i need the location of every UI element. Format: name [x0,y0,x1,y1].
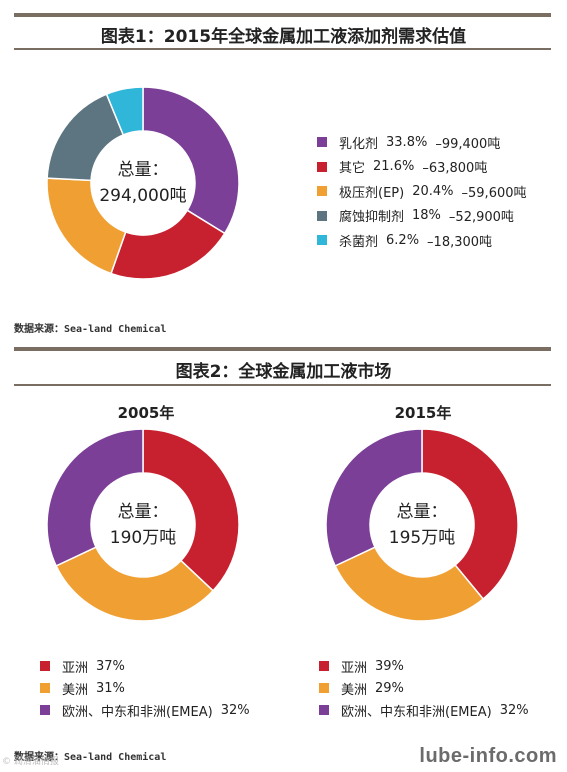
legend-entry: 亚洲 37% [40,655,258,677]
center-text-0: 总量： [397,502,448,522]
legend-swatch [317,210,327,221]
figure1-title: 图表1：2015年全球金属加工液添加剂需求估值 [100,27,467,47]
legend-label: 其它 [339,161,366,177]
legend-amount: –18,300吨 [427,234,493,250]
legend-swatch [40,661,50,671]
legend-swatch [40,705,50,715]
legend-entry: 其它 21.6% –63,800吨 [317,155,527,180]
legend-percent: 6.2% [386,232,420,248]
legend-entry: 杀菌剂 6.2% –18,300吨 [317,228,527,253]
legend-percent: 32% [499,702,529,718]
legend-2015: 亚洲 39% 美洲 29% 欧洲、中东和非洲(EMEA) 32% [319,655,537,721]
center-text-0: 总量： [118,502,169,522]
figure1-donut-chart: 总量： 294,000吨 [46,86,240,280]
legend-entry: 欧洲、中东和非洲(EMEA) 32% [319,699,537,721]
legend-percent: 18% [412,208,441,224]
legend-amount: –52,900吨 [448,210,514,226]
legend-swatch [317,161,327,172]
figure1-source: 数据来源：Sea-land Chemical [14,324,167,335]
legend-amount: –59,600吨 [461,185,527,201]
legend-label: 杀菌剂 [339,234,379,250]
legend-entry: 美洲 29% [319,677,537,699]
slice-0 [142,86,240,235]
center-text-1: 190万吨 [110,528,176,548]
legend-label: 欧洲、中东和非洲(EMEA) [341,704,492,720]
legend-percent: 29% [375,680,404,696]
legend-entry: 乳化剂 33.8% –99,400吨 [317,130,527,155]
legend-amount: –99,400吨 [435,136,501,152]
legend-swatch [319,661,329,671]
legend-percent: 33.8% [386,134,428,150]
year-2015-label: 2015年 [394,404,452,422]
slice-1 [55,546,215,622]
legend-percent: 31% [96,680,125,696]
center-text-0: 总量： [118,160,169,180]
center-text-1: 294,000吨 [99,186,186,206]
legend-swatch [317,186,327,197]
legend-swatch [40,683,50,693]
figure2-title-rule [14,384,551,386]
legend-amount: –63,800吨 [422,161,488,177]
legend-percent: 37% [96,658,125,674]
legend-label: 乳化剂 [339,136,379,152]
slice-0 [421,428,519,601]
slice-4 [105,86,144,136]
slice-1 [334,546,485,622]
legend-percent: 39% [375,658,404,674]
figure1-title-rule [14,48,551,50]
legend-label: 美洲 [341,682,368,698]
figure1-legend: 乳化剂 33.8% –99,400吨其它 21.6% –63,800吨极压剂(EP) 20… [317,130,527,253]
legend-entry: 美洲 31% [40,677,258,699]
legend-label: 腐蚀抑制剂 [339,210,405,226]
figure2-source: 数据来源：Sea-land Chemical [14,752,167,763]
figure2-title: 图表2：全球金属加工液市场 [175,362,392,382]
legend-label: 欧洲、中东和非洲(EMEA) [62,704,213,720]
legend-2005: 亚洲 37% 美洲 31% 欧洲、中东和非洲(EMEA) 32% [40,655,258,721]
legend-entry: 欧洲、中东和非洲(EMEA) 32% [40,699,258,721]
legend-label: 亚洲 [62,660,89,676]
legend-label: 极压剂(EP) [339,185,405,201]
legend-swatch [317,235,327,246]
slice-2 [325,428,423,567]
figure2-top-rule [14,347,551,351]
slice-2 [46,428,144,567]
legend-swatch [319,683,329,693]
legend-entry: 极压剂(EP) 20.4% –59,600吨 [317,179,527,204]
legend-label: 亚洲 [341,660,368,676]
slice-0 [142,428,240,592]
legend-swatch [317,137,327,148]
legend-entry: 腐蚀抑制剂 18% –52,900吨 [317,204,527,229]
legend-percent: 32% [220,702,250,718]
legend-label: 美洲 [62,682,89,698]
center-text-1: 195万吨 [389,528,455,548]
legend-entry: 亚洲 39% [319,655,537,677]
figure1-top-rule [14,13,551,17]
legend-percent: 21.6% [373,159,415,175]
watermark: lube-info.com [419,745,557,767]
small-watermark: © 润滑油情报 [2,757,59,767]
legend-swatch [319,705,329,715]
year-2005-label: 2005年 [117,404,175,422]
legend-percent: 20.4% [412,183,454,199]
